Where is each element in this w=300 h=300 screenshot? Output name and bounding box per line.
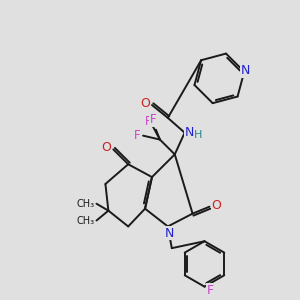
Text: CH₃: CH₃ bbox=[76, 199, 94, 209]
Text: O: O bbox=[101, 141, 111, 154]
Text: O: O bbox=[212, 199, 221, 212]
Text: CH₃: CH₃ bbox=[76, 215, 94, 226]
Text: F: F bbox=[134, 129, 140, 142]
Text: N: N bbox=[185, 126, 194, 139]
Text: N: N bbox=[241, 64, 250, 77]
Text: F: F bbox=[145, 115, 151, 128]
Text: F: F bbox=[150, 113, 156, 126]
Text: H: H bbox=[194, 130, 203, 140]
Text: N: N bbox=[165, 227, 175, 240]
Text: F: F bbox=[207, 284, 214, 297]
Text: O: O bbox=[140, 97, 150, 110]
